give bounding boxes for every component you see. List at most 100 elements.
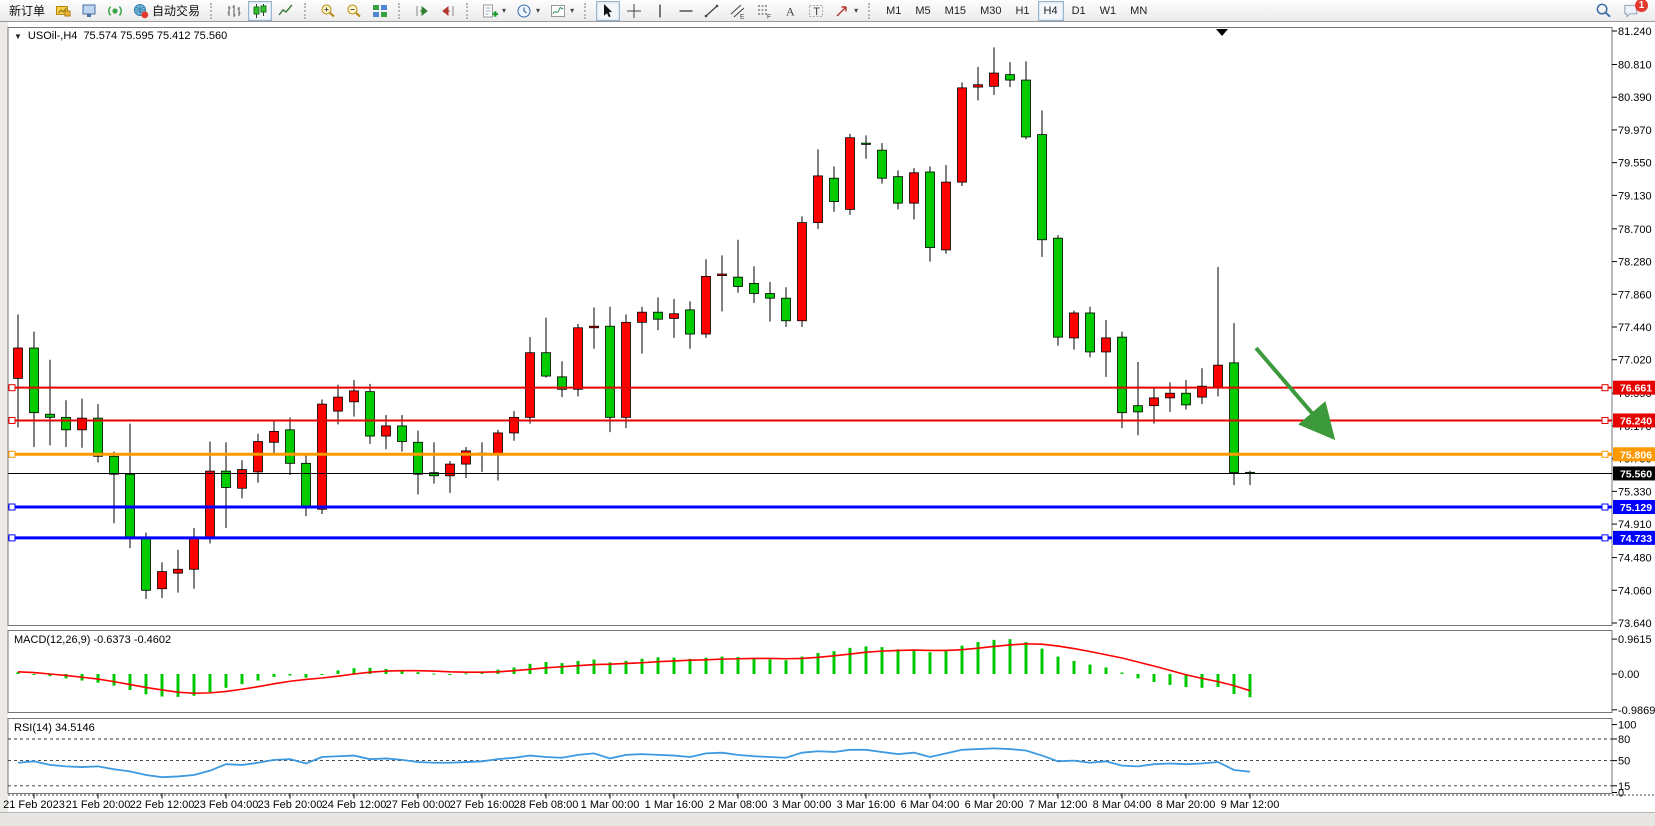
time-axis-label: 3 Mar 16:00 xyxy=(837,799,896,811)
navigator-button[interactable] xyxy=(77,1,101,21)
chart-window[interactable]: 81.240 80.810 80.390 79.970 79.550 79.130 78.7… xyxy=(0,22,1655,826)
candle xyxy=(861,142,871,145)
candle xyxy=(605,325,615,418)
line-chart-button[interactable] xyxy=(274,1,298,21)
zoom-in-button[interactable] xyxy=(316,1,340,21)
macd-panel[interactable] xyxy=(7,630,1613,713)
svg-text:75.560: 75.560 xyxy=(1620,468,1652,480)
timeframe-m30[interactable]: M30 xyxy=(974,1,1007,21)
auto-trading-button-label: 自动交易 xyxy=(152,4,201,18)
bottom-strip xyxy=(0,812,1655,826)
crosshair-button[interactable] xyxy=(622,1,646,21)
timeframe-mn[interactable]: MN xyxy=(1124,1,1153,21)
candle xyxy=(877,149,887,179)
ohlc-values: 75.574 75.595 75.412 75.560 xyxy=(83,30,228,42)
time-axis-label: 7 Mar 12:00 xyxy=(1029,799,1088,811)
fibonacci-button[interactable]: F xyxy=(752,1,776,21)
text-button[interactable]: A xyxy=(778,1,802,21)
candle xyxy=(205,470,215,539)
new-order-dropdown[interactable]: ▾ xyxy=(478,1,510,21)
dropdown-caret-icon: ▾ xyxy=(570,6,575,15)
rsi-tick-label: 15 xyxy=(1618,781,1630,793)
time-axis-label: 9 Mar 12:00 xyxy=(1221,799,1280,811)
timeframe-mn-label: MN xyxy=(1130,4,1148,17)
timeframe-d1[interactable]: D1 xyxy=(1066,1,1092,21)
candle xyxy=(141,537,151,591)
hline-price-label xyxy=(1613,380,1655,395)
price-tick-label: 80.390 xyxy=(1618,92,1652,104)
zoom-out-button[interactable] xyxy=(342,1,366,21)
toolbar-separator xyxy=(398,2,404,19)
candle xyxy=(797,222,807,322)
svg-text:76.661: 76.661 xyxy=(1620,383,1652,395)
price-tick-label: 78.700 xyxy=(1618,224,1652,236)
candle xyxy=(669,313,679,319)
left-window-edge xyxy=(0,22,8,826)
candle xyxy=(845,137,855,210)
time-axis-label: 27 Feb 16:00 xyxy=(450,799,515,811)
auto-scroll-button[interactable] xyxy=(410,1,434,21)
price-tick-label: 77.020 xyxy=(1618,355,1652,367)
symbol-dropdown-icon[interactable]: ▼ xyxy=(14,31,22,41)
candle xyxy=(93,417,103,457)
equidistant-channel-button[interactable]: E xyxy=(726,1,750,21)
candle xyxy=(285,429,295,464)
timeframe-w1[interactable]: W1 xyxy=(1094,1,1123,21)
candle xyxy=(493,432,503,456)
candle xyxy=(253,441,263,473)
rsi-tick-label: 50 xyxy=(1618,756,1630,768)
auto-scroll-icon xyxy=(414,3,430,19)
time-axis-label: 23 Feb 20:00 xyxy=(258,799,323,811)
auto-trading-button[interactable]: 自动交易 xyxy=(129,1,204,21)
horizontal-line-button[interactable] xyxy=(674,1,698,21)
rsi-tick-label: 80 xyxy=(1618,734,1630,746)
period-dropdown[interactable]: ▾ xyxy=(512,1,544,21)
zoom-out-icon xyxy=(346,3,362,19)
timeframe-h4[interactable]: H4 xyxy=(1037,0,1064,21)
hline-icon xyxy=(678,3,694,19)
candle xyxy=(381,425,391,437)
candle xyxy=(445,463,455,477)
timeframe-h1[interactable]: H1 xyxy=(1009,1,1035,21)
terminal-button[interactable] xyxy=(103,1,127,21)
trendline-button[interactable] xyxy=(700,1,724,21)
vertical-line-button[interactable] xyxy=(648,1,672,21)
price-tick-label: 75.330 xyxy=(1618,486,1652,498)
cursor-button[interactable] xyxy=(596,0,621,21)
rsi-panel[interactable] xyxy=(7,718,1613,794)
timeframe-m5-label: M5 xyxy=(915,4,931,17)
down-arrow-annotation[interactable] xyxy=(1254,346,1336,441)
candlestick-chart-button[interactable] xyxy=(248,0,273,21)
candle xyxy=(989,72,999,87)
rsi-line xyxy=(17,747,1251,779)
price-tick-label: 77.860 xyxy=(1618,289,1652,301)
candle xyxy=(13,347,23,379)
chat-button[interactable]: 1 xyxy=(1621,0,1648,21)
tiles-icon xyxy=(372,3,388,19)
bars-icon xyxy=(226,3,242,19)
indicators-dropdown[interactable]: ▾ xyxy=(546,1,578,21)
price-tick-label: 74.910 xyxy=(1618,519,1652,531)
search-button[interactable] xyxy=(1593,1,1613,21)
new-order-button[interactable]: 新订单 xyxy=(5,1,49,21)
tile-windows-button[interactable] xyxy=(368,1,392,21)
time-axis-label: 24 Feb 12:00 xyxy=(322,799,387,811)
hline-price-label xyxy=(1613,413,1655,428)
main-chart-panel[interactable] xyxy=(7,27,1613,626)
timeframe-m1[interactable]: M1 xyxy=(880,1,907,21)
candle xyxy=(941,181,951,251)
bar-chart-button[interactable] xyxy=(222,1,246,21)
timeframe-m5[interactable]: M5 xyxy=(909,1,936,21)
arrows-dropdown[interactable]: ▾ xyxy=(830,1,862,21)
chart-shift-button[interactable] xyxy=(436,1,460,21)
candle xyxy=(1053,237,1063,338)
candle xyxy=(957,87,967,183)
timeframe-m15[interactable]: M15 xyxy=(939,1,972,21)
text-label-button[interactable]: T xyxy=(804,1,828,21)
candle xyxy=(61,416,71,431)
toolbar-separator xyxy=(584,2,590,19)
chart-canvas[interactable]: 81.240 80.810 80.390 79.970 79.550 79.130 78.7… xyxy=(0,22,1655,826)
zoom-in-icon xyxy=(320,3,336,19)
toolbar: 新订单 自动交易 ▾ ▾ ▾ E F A T ▾ M1 M5 M15 M30 H1 H4 D1 W1 MN 1 xyxy=(0,0,1655,22)
market-watch-button[interactable] xyxy=(51,1,75,21)
